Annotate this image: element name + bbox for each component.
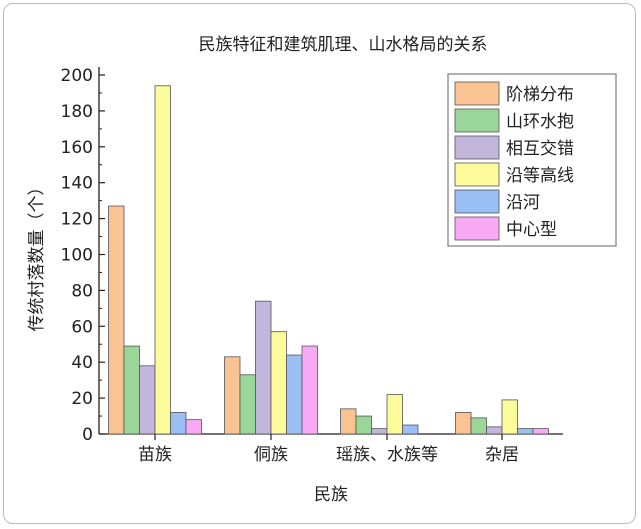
legend-label: 沿河 xyxy=(506,193,540,213)
bar xyxy=(255,300,272,435)
y-tick-label: 80 xyxy=(71,281,93,301)
y-tick-label: 100 xyxy=(61,246,93,266)
x-tick-label: 杂居 xyxy=(485,445,519,465)
bar xyxy=(286,354,303,435)
bar xyxy=(501,399,518,435)
bar xyxy=(224,356,241,435)
legend-label: 山环水抱 xyxy=(506,112,574,132)
bar xyxy=(340,408,357,435)
y-tick-label: 200 xyxy=(61,66,93,86)
chart-frame xyxy=(3,3,636,524)
bar xyxy=(517,428,534,435)
x-tick-label: 瑶族、水族等 xyxy=(336,445,438,465)
bar xyxy=(123,345,140,435)
legend-swatch xyxy=(454,108,500,133)
y-tick-label: 180 xyxy=(61,102,93,122)
bar xyxy=(170,412,187,435)
x-tick-label: 侗族 xyxy=(254,445,288,465)
legend-swatch xyxy=(454,216,500,241)
bar xyxy=(139,365,156,435)
bar xyxy=(402,424,419,435)
y-tick-label: 40 xyxy=(71,353,93,373)
bar xyxy=(108,205,125,435)
legend-swatch xyxy=(454,81,500,106)
bar xyxy=(185,419,202,435)
x-axis-label: 民族 xyxy=(314,485,348,505)
chart-title: 民族特征和建筑肌理、山水格局的关系 xyxy=(199,35,488,55)
bar xyxy=(470,417,487,435)
y-tick-label: 60 xyxy=(71,317,93,337)
y-axis-label: 传统村落数量（个） xyxy=(27,179,47,332)
bar xyxy=(355,415,372,435)
legend-swatch xyxy=(454,162,500,187)
bar xyxy=(239,374,256,435)
legend-label: 阶梯分布 xyxy=(506,85,574,105)
bar xyxy=(455,412,472,435)
legend-label: 相互交错 xyxy=(506,139,574,159)
bar xyxy=(486,426,503,435)
bar xyxy=(154,85,171,435)
bar xyxy=(301,345,318,435)
x-tick-label: 苗族 xyxy=(138,445,172,465)
bar xyxy=(270,331,287,435)
y-tick-label: 140 xyxy=(61,174,93,194)
legend-swatch xyxy=(454,135,500,160)
bar xyxy=(371,428,388,435)
legend-label: 沿等高线 xyxy=(506,166,574,186)
legend-label: 中心型 xyxy=(506,220,557,240)
bar xyxy=(386,394,403,435)
y-tick-label: 160 xyxy=(61,138,93,158)
y-tick-label: 120 xyxy=(61,210,93,230)
y-tick-label: 0 xyxy=(82,425,93,445)
y-tick-label: 20 xyxy=(71,389,93,409)
legend-swatch xyxy=(454,189,500,214)
plot-area: 0 20 40 60 80 100 120 140 160 180 200 苗族 侗族 瑶族、水族等 杂居 xyxy=(61,66,563,465)
bar xyxy=(532,428,549,435)
